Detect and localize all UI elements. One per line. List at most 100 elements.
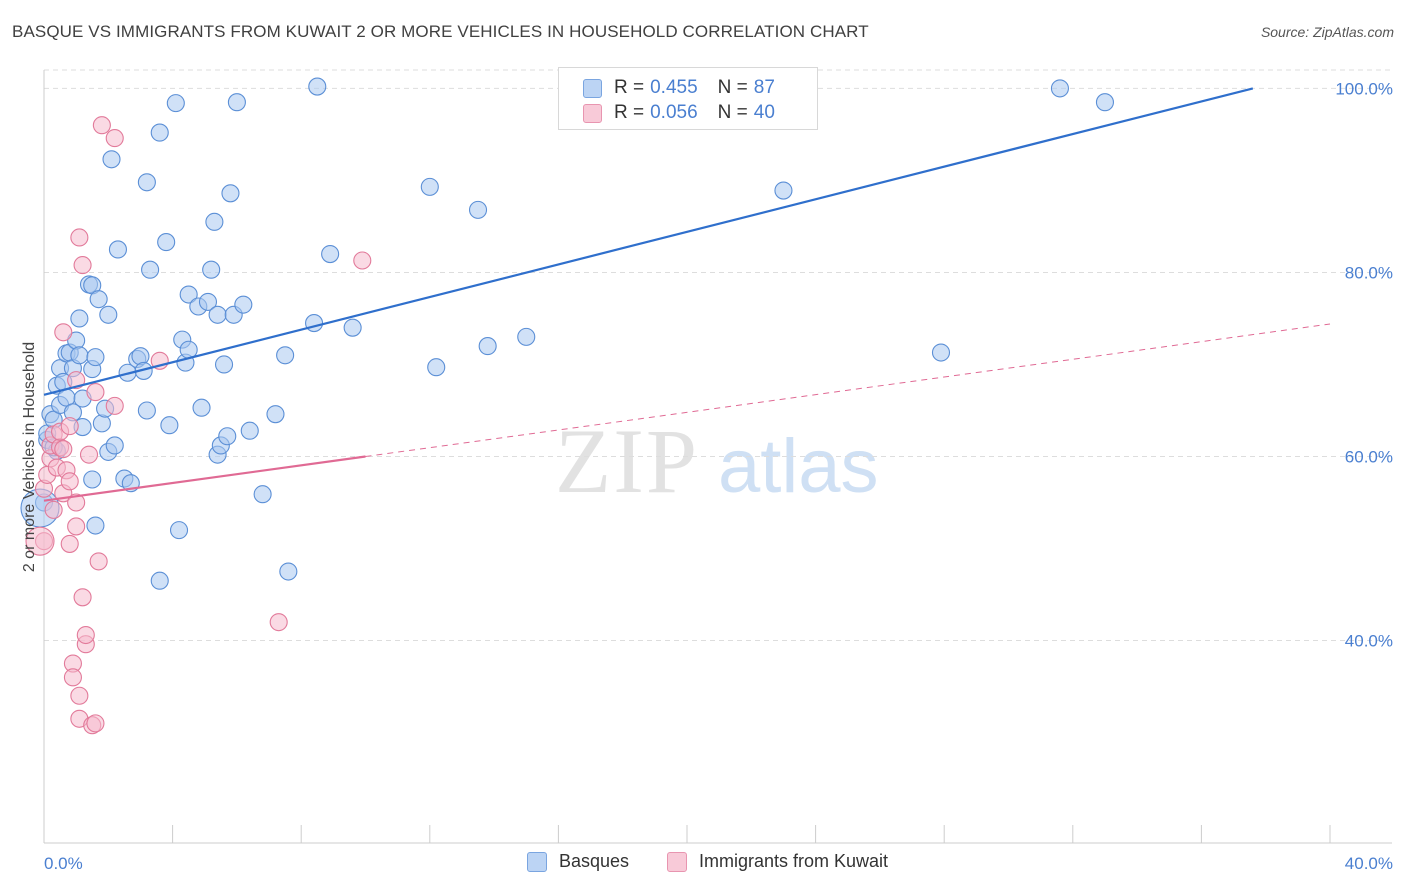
basques-point — [774, 181, 793, 200]
basques-point — [221, 184, 240, 203]
legend-label-basques: Basques — [559, 851, 630, 871]
n-value: 87 — [753, 77, 775, 98]
kuwait-point — [54, 323, 73, 342]
basques-point — [276, 346, 295, 365]
basques-point — [266, 405, 285, 424]
basques-point — [234, 295, 253, 314]
basques-point — [70, 309, 89, 328]
y-tick-label: 60.0% — [1345, 448, 1393, 467]
basques-point — [321, 244, 340, 264]
basques-point — [202, 260, 221, 279]
n-label: N = — [717, 102, 748, 123]
basques-point — [214, 355, 234, 374]
basques-point — [86, 516, 105, 535]
basques-point — [218, 427, 237, 446]
basques-point — [108, 240, 127, 259]
basques-swatch — [527, 851, 547, 872]
kuwait-point — [60, 417, 79, 436]
basques-point — [150, 123, 169, 142]
basques-point — [1095, 93, 1114, 112]
basques-point — [105, 436, 124, 455]
basques-point — [279, 562, 298, 581]
basques-point — [308, 77, 327, 96]
r-value: 0.056 — [650, 102, 698, 123]
basques-point — [70, 346, 89, 365]
chart-title: BASQUE VS IMMIGRANTS FROM KUWAIT 2 OR MO… — [12, 22, 869, 41]
trend-lines — [43, 87, 1331, 502]
basques-point — [86, 348, 105, 367]
watermark: ZIP atlas — [555, 410, 879, 512]
kuwait-point — [60, 472, 79, 491]
basques-point — [99, 305, 118, 324]
legend-item-basques[interactable]: Basques — [527, 851, 629, 872]
kuwait-point — [67, 493, 86, 512]
y-tick-label: 40.0% — [1345, 632, 1393, 651]
x-tick-label: 40.0% — [1345, 854, 1393, 873]
kuwait-point — [76, 625, 95, 645]
kuwait-point — [92, 116, 111, 135]
n-label: N = — [717, 77, 748, 98]
basques-point — [83, 470, 102, 489]
kuwait-point — [63, 668, 82, 687]
kuwait-point — [105, 396, 124, 415]
n-value: 40 — [753, 102, 775, 123]
series-legend: Basques Immigrants from Kuwait — [0, 848, 1406, 878]
r-label: R = — [614, 102, 645, 123]
kuwait-point — [67, 371, 86, 390]
kuwait-swatch — [667, 851, 687, 872]
kuwait-point — [70, 228, 89, 247]
legend-item-kuwait[interactable]: Immigrants from Kuwait — [667, 851, 888, 872]
basques-point — [192, 398, 211, 417]
basques-point — [468, 200, 488, 219]
kuwait-point — [70, 686, 89, 705]
kuwait-point — [86, 714, 105, 733]
kuwait-point — [54, 440, 73, 459]
legend-label-kuwait: Immigrants from Kuwait — [699, 851, 889, 871]
correlation-legend: R = 0.455 N = 87 R = 0.056 N = 40 — [558, 67, 818, 130]
basques-point — [240, 421, 259, 440]
kuwait-point — [86, 383, 105, 402]
source-label: Source: ZipAtlas.com — [1260, 24, 1394, 40]
basques-point — [160, 416, 179, 435]
r-label: R = — [614, 77, 645, 98]
basques-swatch — [583, 78, 602, 98]
kuwait-point-large — [25, 526, 55, 556]
kuwait-swatch — [583, 103, 602, 123]
basques-point — [1050, 79, 1069, 98]
basques-point — [343, 318, 362, 337]
basques-point — [227, 93, 246, 112]
basques-point — [420, 177, 439, 196]
basques-point — [169, 521, 189, 540]
x-tick-label: 0.0% — [44, 854, 83, 873]
kuwait-points — [25, 116, 372, 735]
kuwait-point — [44, 500, 63, 519]
basques-point — [478, 337, 497, 356]
basques-point — [150, 571, 169, 590]
legend-row-kuwait: R = 0.056 N = 40 — [583, 101, 775, 125]
kuwait-point — [73, 256, 92, 275]
kuwait-point — [79, 445, 99, 464]
basques-point — [208, 305, 227, 324]
kuwait-trend-line-dashed — [365, 323, 1331, 457]
basques-point — [931, 343, 951, 362]
y-tick-label: 100.0% — [1335, 79, 1393, 98]
basques-point — [179, 285, 198, 304]
basques-point — [517, 327, 536, 346]
kuwait-point — [67, 517, 86, 536]
basques-point — [89, 290, 108, 309]
basques-point — [157, 233, 176, 252]
gridlines — [44, 69, 1392, 642]
basques-point — [92, 414, 111, 433]
basques-point — [141, 260, 160, 279]
kuwait-point — [105, 129, 124, 148]
basques-point — [198, 292, 218, 311]
y-axis-label: 2 or more Vehicles in Household — [21, 342, 38, 572]
y-tick-label: 80.0% — [1345, 263, 1393, 282]
basques-point — [137, 401, 156, 420]
basques-trend-line — [43, 87, 1254, 396]
basques-point — [205, 212, 224, 231]
kuwait-point — [73, 588, 92, 607]
basques-point — [253, 485, 272, 504]
kuwait-point — [89, 552, 108, 571]
